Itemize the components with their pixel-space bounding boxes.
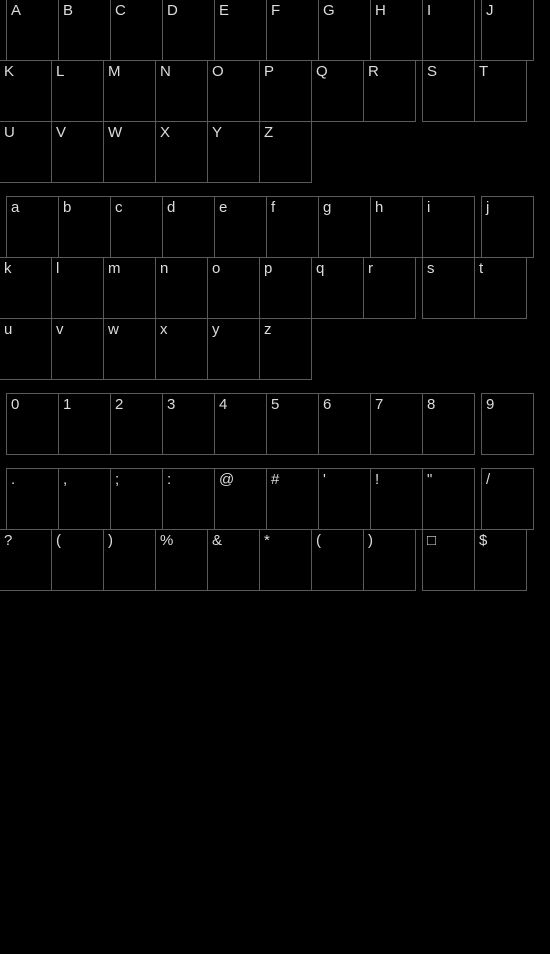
glyph-cell: @ [214,468,267,530]
glyph-cell: g [318,196,371,258]
glyph-cell: h [370,196,423,258]
glyph-cell: ( [51,529,104,591]
glyph-cell: b [58,196,111,258]
glyph-cell: 8 [422,393,475,455]
section-digits: 0123456789 [0,394,550,455]
glyph-cell: 0 [6,393,59,455]
glyph-cell: L [51,60,104,122]
glyph-cell: l [51,257,104,319]
glyph-grid: .,;:@#'!"/?()%&*()□$ [0,469,550,591]
glyph-cell: y [207,318,260,380]
glyph-cell: , [58,468,111,530]
glyph-cell: A [6,0,59,61]
glyph-cell: P [259,60,312,122]
glyph-cell: R [363,60,416,122]
glyph-cell: u [0,318,52,380]
glyph-cell: N [155,60,208,122]
glyph-cell: X [155,121,208,183]
glyph-cell: f [266,196,319,258]
section-lowercase: abcdefghij klmnopqrst uvwxyz [0,197,550,380]
glyph-cell: # [266,468,319,530]
glyph-cell: q [311,257,364,319]
glyph-cell: ( [311,529,364,591]
glyph-cell: B [58,0,111,61]
glyph-cell: M [103,60,156,122]
glyph-cell: W [103,121,156,183]
glyph-cell: F [266,0,319,61]
glyph-cell: 2 [110,393,163,455]
glyph-cell: x [155,318,208,380]
glyph-cell: O [207,60,260,122]
glyph-cell: d [162,196,215,258]
glyph-cell: 9 [481,393,534,455]
glyph-cell: z [259,318,312,380]
glyph-cell: t [474,257,527,319]
section-uppercase: ABCDEFGHIJ KLMNOPQRST UVWXYZ [0,0,550,183]
glyph-cell: p [259,257,312,319]
glyph-cell: c [110,196,163,258]
glyph-cell: : [162,468,215,530]
glyph-cell: ! [370,468,423,530]
glyph-cell: K [0,60,52,122]
glyph-cell: ; [110,468,163,530]
glyph-cell: % [155,529,208,591]
glyph-cell: 7 [370,393,423,455]
font-character-map: ABCDEFGHIJ KLMNOPQRST UVWXYZabcdefghij klmn… [0,0,550,591]
glyph-cell: k [0,257,52,319]
glyph-cell: e [214,196,267,258]
glyph-cell: 4 [214,393,267,455]
glyph-cell: I [422,0,475,61]
glyph-cell: Y [207,121,260,183]
glyph-grid: abcdefghij klmnopqrst uvwxyz [0,197,550,380]
glyph-cell: & [207,529,260,591]
glyph-cell: m [103,257,156,319]
glyph-cell: U [0,121,52,183]
glyph-cell: v [51,318,104,380]
glyph-cell: S [422,60,475,122]
glyph-cell: 5 [266,393,319,455]
glyph-cell: □ [422,529,475,591]
glyph-cell: H [370,0,423,61]
glyph-grid: 0123456789 [0,394,550,455]
glyph-cell: D [162,0,215,61]
glyph-grid: ABCDEFGHIJ KLMNOPQRST UVWXYZ [0,0,550,183]
glyph-cell: E [214,0,267,61]
section-symbols: .,;:@#'!"/?()%&*()□$ [0,469,550,591]
glyph-cell: ) [103,529,156,591]
glyph-cell: Q [311,60,364,122]
glyph-cell: i [422,196,475,258]
glyph-cell: . [6,468,59,530]
glyph-cell: ? [0,529,52,591]
glyph-cell: J [481,0,534,61]
glyph-cell: G [318,0,371,61]
glyph-cell: j [481,196,534,258]
glyph-cell: a [6,196,59,258]
glyph-cell: o [207,257,260,319]
glyph-cell: 3 [162,393,215,455]
glyph-cell: ' [318,468,371,530]
glyph-cell: s [422,257,475,319]
glyph-cell: $ [474,529,527,591]
glyph-cell: 6 [318,393,371,455]
glyph-cell: Z [259,121,312,183]
glyph-cell: r [363,257,416,319]
glyph-cell: " [422,468,475,530]
glyph-cell: V [51,121,104,183]
glyph-cell: 1 [58,393,111,455]
glyph-cell: ) [363,529,416,591]
glyph-cell: / [481,468,534,530]
glyph-cell: T [474,60,527,122]
glyph-cell: w [103,318,156,380]
glyph-cell: * [259,529,312,591]
glyph-cell: n [155,257,208,319]
glyph-cell: C [110,0,163,61]
